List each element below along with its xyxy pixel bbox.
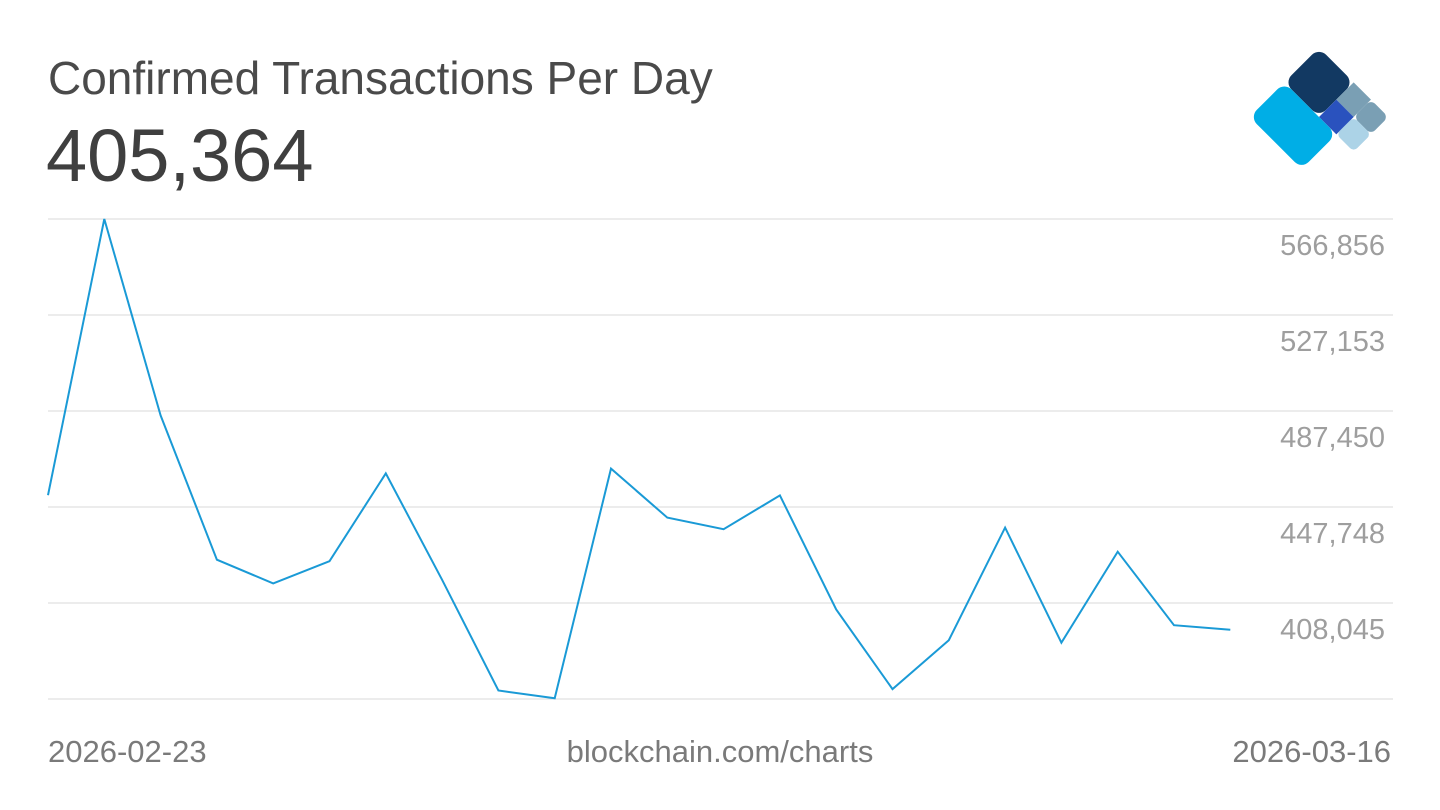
- logo-tile-grey-corner: [1356, 102, 1386, 132]
- data-point[interactable]: [438, 576, 446, 584]
- logo-tile-dark: [1288, 51, 1350, 113]
- data-point[interactable]: [889, 685, 897, 693]
- data-point[interactable]: [269, 579, 277, 587]
- logo-tile-cyan: [1253, 86, 1333, 165]
- data-point[interactable]: [1057, 639, 1065, 647]
- data-point[interactable]: [663, 514, 671, 522]
- data-point[interactable]: [326, 557, 334, 565]
- logo-tile-light: [1338, 119, 1369, 150]
- y-tick-label: 408,045: [1280, 614, 1385, 646]
- series-line: [47, 218, 1231, 700]
- data-point[interactable]: [607, 465, 615, 473]
- current-value: 405,364: [46, 114, 314, 197]
- blockchain-diamond-logo-icon[interactable]: [1246, 44, 1392, 190]
- y-tick-label: 447,748: [1280, 518, 1385, 550]
- y-tick-label: 527,153: [1280, 326, 1385, 358]
- data-point[interactable]: [157, 411, 165, 419]
- data-point[interactable]: [832, 606, 840, 614]
- y-tick-label: 487,450: [1280, 422, 1385, 454]
- x-axis-end-label: 2026-03-16: [1232, 734, 1391, 769]
- y-axis-ticks: 566,856 527,153 487,450 447,748 408,045: [1280, 230, 1385, 646]
- data-point[interactable]: [100, 215, 108, 223]
- y-tick-label: 566,856: [1280, 230, 1385, 262]
- data-point[interactable]: [1114, 548, 1122, 556]
- data-point[interactable]: [44, 491, 52, 499]
- data-point[interactable]: [1226, 626, 1234, 634]
- data-point[interactable]: [1001, 524, 1009, 532]
- chart-grid: [48, 218, 1393, 700]
- data-point[interactable]: [720, 525, 728, 533]
- data-point[interactable]: [945, 636, 953, 644]
- data-point[interactable]: [213, 556, 221, 564]
- chart-title: Confirmed Transactions Per Day: [48, 52, 713, 104]
- data-point[interactable]: [551, 694, 559, 702]
- data-point[interactable]: [382, 469, 390, 477]
- data-point[interactable]: [776, 491, 784, 499]
- chart-series: [44, 215, 1234, 702]
- data-point[interactable]: [1170, 621, 1178, 629]
- data-point[interactable]: [494, 687, 502, 695]
- source-label[interactable]: blockchain.com/charts: [566, 734, 874, 769]
- x-axis-start-label: 2026-02-23: [48, 734, 207, 769]
